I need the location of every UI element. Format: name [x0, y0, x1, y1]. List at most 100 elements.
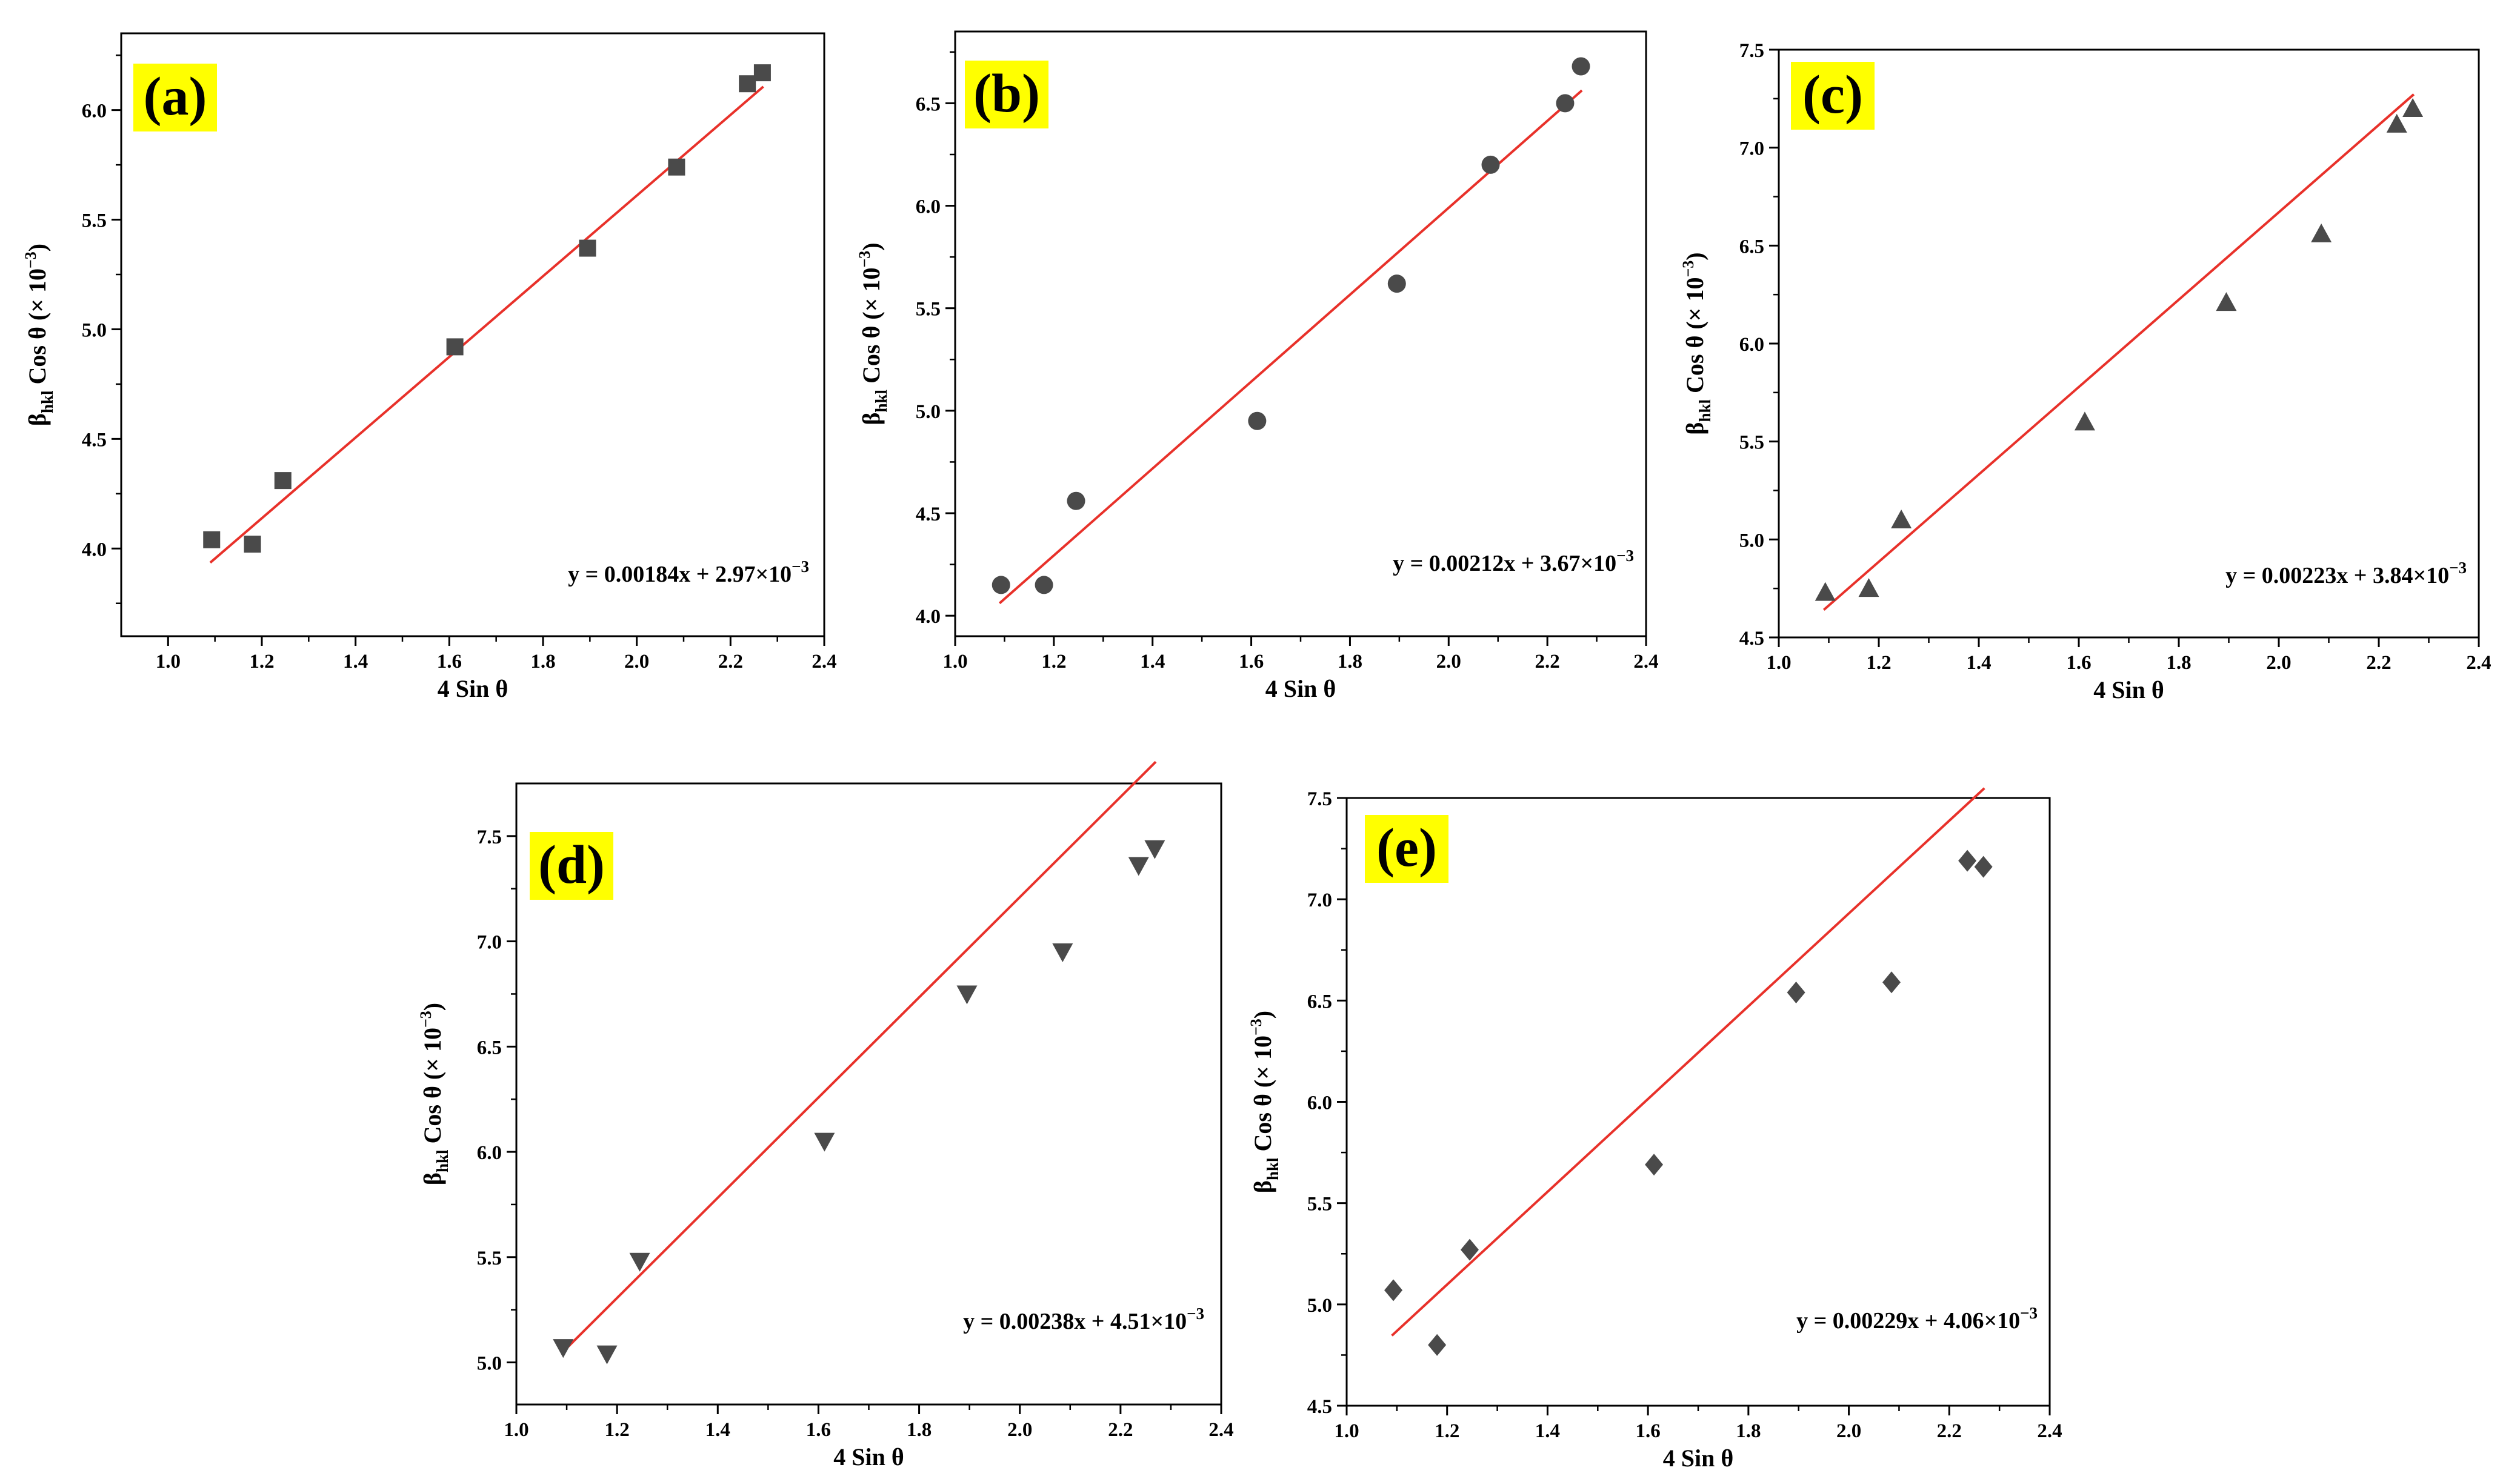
chart-panel-d: 1.0 1.2 1.4 1.6 1.8 2.0 2.2 2.4 5.0 5.5 6.0 6.5 7.0 7… [417, 760, 1234, 1471]
x-tick-label: 2.4 [2466, 652, 2491, 674]
x-tick-label: 1.4 [1535, 1420, 1560, 1442]
y-tick-label: 6.0 [1307, 1092, 1332, 1114]
x-tick-label: 2.4 [1208, 1419, 1233, 1441]
y-tick-label: 4.5 [1739, 628, 1764, 650]
data-point [1248, 411, 1267, 430]
x-tick-label: 1.6 [2066, 652, 2091, 674]
y-tick-label: 7.5 [1739, 40, 1764, 62]
y-axis-title: βhkl Cos θ (× 10−3) [856, 242, 890, 425]
x-tick-label: 2.0 [2266, 652, 2291, 674]
x-tick-label: 2.0 [1836, 1420, 1861, 1442]
y-tick-label: 5.5 [916, 299, 941, 321]
data-point [1481, 155, 1500, 174]
y-tick-label: 6.0 [477, 1142, 502, 1164]
data-point [1128, 857, 1149, 876]
y-tick-label: 4.0 [82, 539, 107, 560]
data-point [1387, 274, 1406, 293]
data-point [2311, 223, 2332, 242]
x-tick-label: 1.6 [437, 651, 462, 673]
panel-label-background [1365, 815, 1448, 883]
fit-equation: y = 0.00212x + 3.67×10−3 [1393, 547, 1634, 576]
x-tick-label: 1.6 [1636, 1420, 1661, 1442]
panel-label-background [530, 832, 613, 900]
data-point [446, 338, 464, 356]
data-point [1556, 94, 1575, 113]
x-tick-label: 1.2 [1866, 652, 1891, 674]
panel-label-background [1791, 62, 1875, 130]
x-tick-label: 1.8 [530, 651, 555, 673]
panel-label: (b) [973, 64, 1040, 124]
data-point [1958, 849, 1977, 872]
data-point [1787, 981, 1805, 1003]
x-axis-title: 4 Sin θ [438, 675, 508, 702]
data-point [753, 64, 771, 82]
x-tick-label: 1.0 [1766, 652, 1791, 674]
x-tick-label: 1.2 [1435, 1420, 1459, 1442]
y-tick-label: 5.0 [477, 1353, 502, 1375]
y-tick-label: 6.5 [1739, 236, 1764, 258]
y-tick-label: 7.0 [1307, 889, 1332, 911]
y-tick-label: 5.0 [1307, 1295, 1332, 1317]
data-point [1428, 1334, 1447, 1356]
y-tick-label: 5.5 [1739, 432, 1764, 454]
data-point [2074, 411, 2095, 431]
plot-frame [954, 30, 1647, 637]
data-point [1035, 576, 1053, 594]
y-tick-label: 4.0 [916, 606, 941, 628]
x-tick-label: 1.0 [156, 651, 181, 673]
x-tick-label: 1.4 [1140, 651, 1165, 673]
data-point [1645, 1154, 1664, 1176]
y-tick-label: 5.5 [477, 1248, 502, 1269]
x-tick-label: 1.8 [1338, 651, 1362, 673]
x-tick-label: 1.4 [705, 1419, 730, 1441]
x-tick-label: 1.2 [605, 1419, 630, 1441]
panel-label: (e) [1376, 818, 1437, 878]
data-point [1461, 1238, 1479, 1261]
panel-label: (d) [538, 835, 605, 895]
y-tick-label: 7.5 [1307, 788, 1332, 810]
fit-line [561, 760, 1157, 1354]
x-tick-label: 1.2 [1041, 651, 1066, 673]
chart-panel-b: 1.0 1.2 1.4 1.6 1.8 2.0 2.2 2.4 4.0 4.5 5.0 5.5 6.0 6… [856, 30, 1659, 702]
y-tick-label: 5.0 [82, 319, 107, 341]
fit-line [998, 89, 1583, 605]
data-point [1882, 971, 1901, 994]
chart-panel-e: 1.0 1.2 1.4 1.6 1.8 2.0 2.2 2.4 4.5 5.0 5.5 6.0 6.5 7… [1247, 787, 2062, 1472]
x-tick-label: 2.2 [2366, 652, 2391, 674]
data-point [1052, 943, 1073, 962]
x-tick-label: 2.0 [1436, 651, 1461, 673]
y-axis-title: βhkl Cos θ (× 10−3) [417, 1003, 452, 1185]
chart-panel-a: 1.0 1.2 1.4 1.6 1.8 2.0 2.2 2.4 4.0 4.5 5.0 5.5 6.0 4… [22, 32, 837, 702]
y-axis-title: βhkl Cos θ (× 10−3) [1679, 252, 1714, 434]
data-point [596, 1345, 618, 1365]
y-tick-label: 7.0 [1739, 138, 1764, 160]
x-tick-label: 1.6 [1239, 651, 1264, 673]
y-tick-label: 5.5 [1307, 1194, 1332, 1215]
x-tick-label: 1.0 [1334, 1420, 1359, 1442]
fit-line [1391, 787, 1985, 1337]
y-tick-label: 6.5 [477, 1037, 502, 1059]
y-tick-label: 6.5 [916, 93, 941, 115]
fit-equation: y = 0.00229x + 4.06×10−3 [1796, 1304, 2038, 1334]
x-tick-label: 2.0 [1007, 1419, 1032, 1441]
x-axis-title: 4 Sin θ [2093, 676, 2164, 703]
data-point [244, 536, 261, 553]
y-tick-label: 6.5 [1307, 991, 1332, 1012]
data-point [203, 531, 221, 548]
x-tick-label: 1.4 [1966, 652, 1991, 674]
x-tick-label: 1.2 [249, 651, 274, 673]
data-point [274, 472, 292, 490]
data-point [2402, 98, 2424, 117]
x-tick-label: 1.0 [504, 1419, 528, 1441]
x-tick-label: 1.8 [2166, 652, 2191, 674]
data-point [629, 1252, 650, 1272]
x-axis-title: 4 Sin θ [1663, 1444, 1733, 1472]
data-point [1067, 491, 1085, 510]
x-tick-label: 2.2 [1535, 651, 1560, 673]
data-point [1858, 578, 1879, 597]
data-point [1384, 1279, 1403, 1301]
data-point [1891, 510, 1912, 528]
x-tick-label: 2.4 [2037, 1420, 2062, 1442]
panel-label: (a) [144, 67, 207, 127]
